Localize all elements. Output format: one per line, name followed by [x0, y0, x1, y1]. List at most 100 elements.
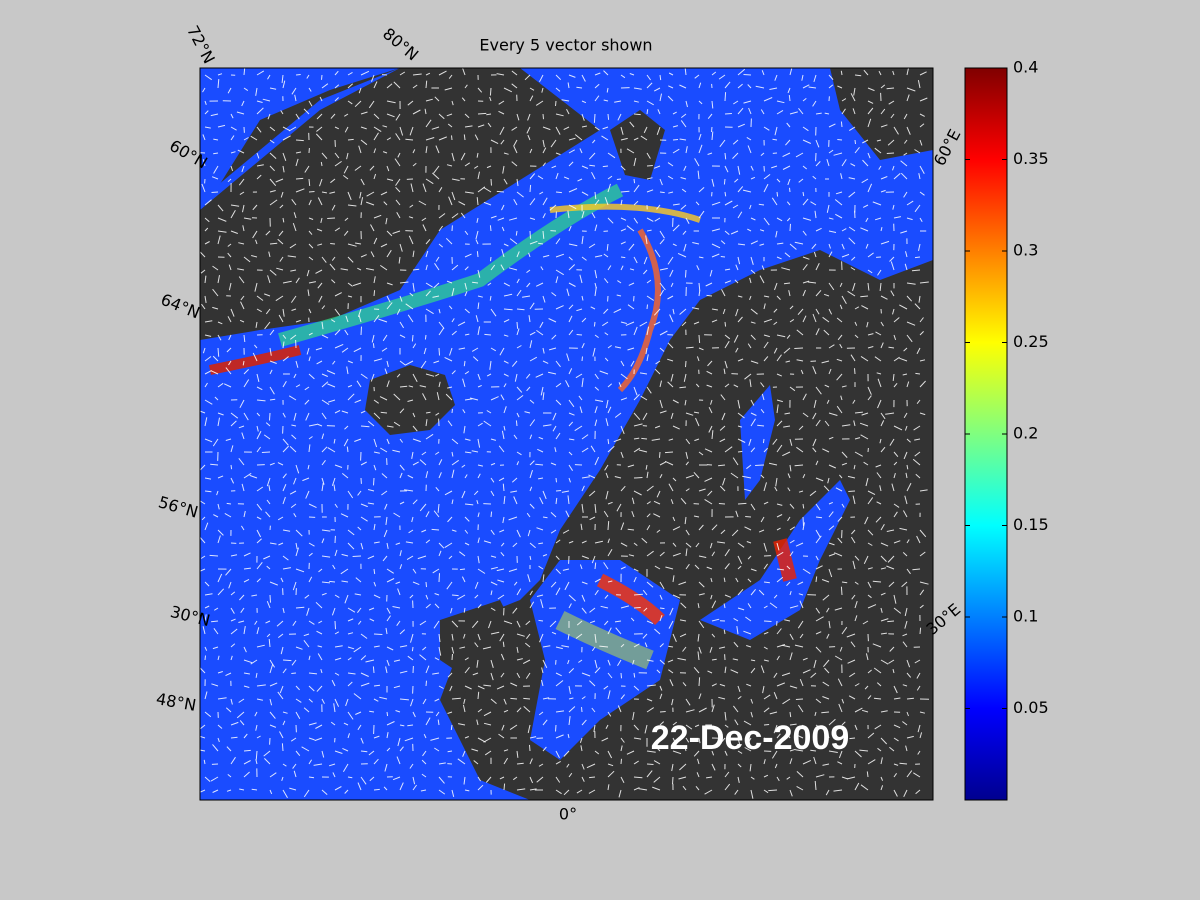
vector	[549, 620, 557, 628]
vector	[731, 529, 739, 537]
vector	[873, 667, 882, 674]
vector	[347, 657, 352, 661]
vector	[295, 529, 303, 537]
vector	[474, 581, 479, 589]
vector	[694, 564, 700, 570]
vector	[225, 568, 232, 576]
vector	[447, 711, 453, 714]
vector	[225, 438, 232, 441]
vector	[498, 110, 505, 115]
vector	[580, 745, 583, 752]
vector	[879, 485, 882, 492]
vector	[256, 430, 262, 440]
vector	[815, 565, 823, 570]
vector	[828, 542, 835, 546]
vector	[698, 488, 706, 492]
vector	[787, 516, 791, 522]
vector	[329, 263, 336, 271]
vector	[425, 282, 433, 288]
vector	[334, 672, 340, 676]
vector	[822, 763, 830, 766]
vector	[914, 303, 921, 310]
vector	[308, 685, 315, 692]
vector	[334, 409, 341, 414]
vector	[516, 588, 522, 596]
vector	[308, 281, 316, 284]
vector	[347, 618, 354, 622]
vector	[671, 698, 674, 706]
vector	[867, 567, 873, 570]
vector	[410, 633, 414, 643]
vector	[911, 269, 921, 272]
vector	[476, 197, 479, 206]
vector	[217, 73, 223, 76]
vector	[618, 382, 622, 388]
vector	[512, 607, 518, 614]
vector	[892, 373, 895, 381]
vector	[640, 135, 648, 141]
vector	[763, 620, 772, 622]
vector	[773, 594, 778, 599]
vector	[266, 499, 271, 505]
vector	[399, 334, 406, 339]
vector	[614, 346, 622, 349]
vector	[321, 321, 324, 330]
vector	[511, 70, 518, 76]
vector	[737, 211, 743, 219]
vector	[851, 594, 856, 600]
vector	[850, 536, 856, 544]
vector	[269, 242, 278, 245]
vector	[659, 551, 665, 557]
vector	[303, 707, 310, 713]
vector	[251, 255, 258, 258]
vector	[275, 295, 284, 302]
vector	[227, 774, 232, 778]
vector	[446, 280, 453, 284]
vector	[347, 384, 353, 388]
vector	[684, 746, 687, 752]
vector	[211, 191, 219, 193]
vector	[499, 347, 505, 356]
vector	[526, 386, 531, 392]
vector	[200, 269, 206, 274]
vector	[763, 174, 771, 180]
vector	[880, 189, 886, 193]
vector	[483, 684, 492, 687]
vector	[392, 606, 401, 609]
vector	[633, 100, 639, 103]
vector	[308, 698, 313, 703]
vector	[698, 451, 704, 456]
vector	[225, 707, 232, 713]
vector	[332, 360, 336, 365]
vector	[502, 641, 505, 648]
vector	[914, 149, 921, 154]
vector	[395, 542, 401, 545]
vector	[828, 344, 835, 349]
vector	[464, 474, 468, 479]
vector	[813, 659, 817, 669]
vector	[568, 412, 575, 416]
vector	[555, 539, 561, 544]
vector	[425, 373, 435, 377]
vector	[451, 459, 459, 466]
vector	[243, 68, 246, 76]
vector	[588, 152, 596, 160]
vector	[605, 472, 609, 479]
vector	[862, 204, 869, 208]
vector	[776, 644, 786, 648]
vector	[434, 96, 440, 102]
vector	[668, 645, 674, 648]
vector	[333, 438, 336, 444]
vector	[617, 659, 622, 667]
vector	[773, 724, 778, 734]
vector	[419, 503, 427, 512]
vector	[902, 552, 908, 557]
vector	[266, 565, 271, 570]
vector	[226, 789, 232, 792]
vector	[269, 329, 275, 336]
vector	[321, 446, 328, 453]
vector	[837, 678, 843, 687]
vector	[776, 503, 783, 506]
vector	[755, 85, 765, 89]
vector	[592, 139, 596, 144]
